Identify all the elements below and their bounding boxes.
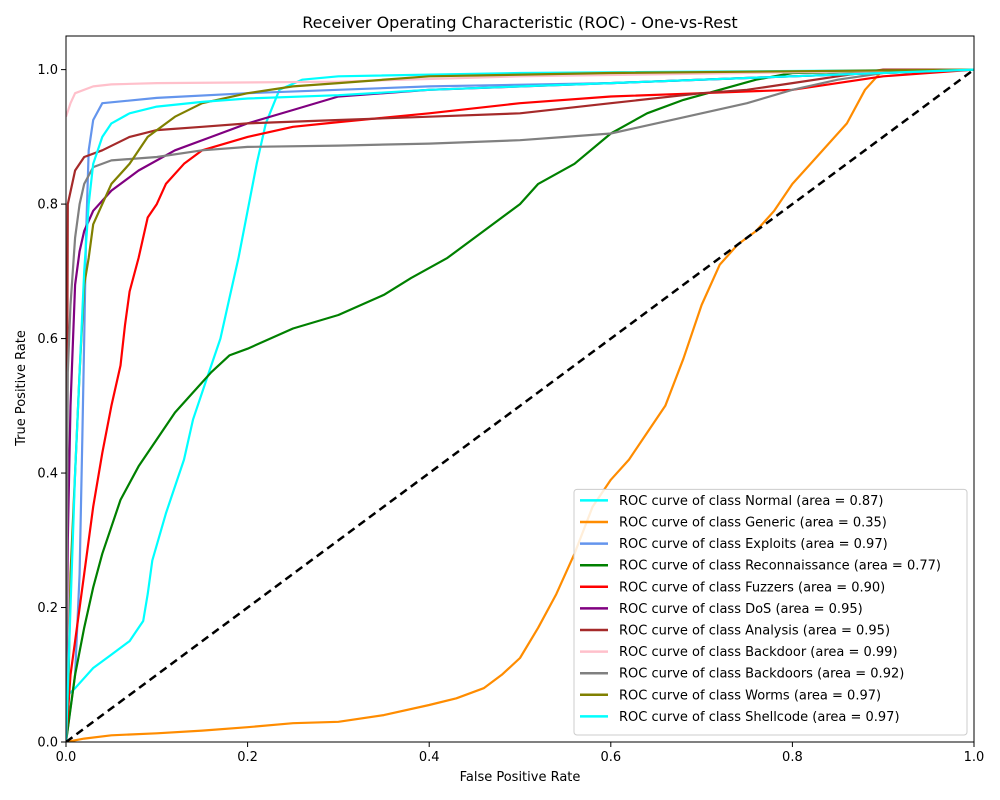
x-tick-label: 0.0 <box>56 750 77 765</box>
legend-entry: ROC curve of class Exploits (area = 0.97… <box>619 537 888 552</box>
x-tick-label: 0.8 <box>782 750 803 765</box>
series-line-7 <box>66 68 974 118</box>
legend-entry: ROC curve of class DoS (area = 0.95) <box>619 602 863 617</box>
x-tick-label: 0.4 <box>419 750 440 765</box>
legend: ROC curve of class Normal (area = 0.87) R… <box>573 488 968 736</box>
x-axis-ticks: 0.0 0.2 0.4 0.6 0.8 1.0 <box>56 742 985 765</box>
legend-entry: ROC curve of class Normal (area = 0.87) <box>619 494 884 509</box>
x-tick-label: 0.6 <box>600 750 621 765</box>
y-tick-label: 0.6 <box>37 332 58 347</box>
series-line-3 <box>66 68 974 742</box>
legend-entry: ROC curve of class Generic (area = 0.35) <box>619 516 887 531</box>
series-line-10 <box>66 68 974 742</box>
plot-area <box>65 35 975 743</box>
y-tick-label: 0.4 <box>37 467 58 482</box>
series-line-4 <box>66 68 974 742</box>
y-tick-label: 0.0 <box>37 736 58 751</box>
legend-entry: ROC curve of class Backdoors (area = 0.9… <box>619 667 904 682</box>
legend-entry: ROC curve of class Analysis (area = 0.95… <box>619 624 890 639</box>
axes-frame <box>65 35 975 743</box>
x-tick-label: 1.0 <box>964 750 985 765</box>
y-tick-label: 0.8 <box>37 198 58 213</box>
legend-entry: ROC curve of class Shellcode (area = 0.9… <box>619 710 900 725</box>
series-line-6 <box>66 68 974 742</box>
legend-entry: ROC curve of class Worms (area = 0.97) <box>619 688 881 703</box>
diagonal-reference-line <box>66 68 974 742</box>
y-tick-label: 0.2 <box>37 601 58 616</box>
y-axis-label: True Positive Rate <box>14 330 29 447</box>
y-tick-label: 1.0 <box>37 63 58 78</box>
legend-entry: ROC curve of class Backdoor (area = 0.99… <box>619 645 898 660</box>
x-axis-label: False Positive Rate <box>460 770 581 785</box>
legend-entry: ROC curve of class Reconnaissance (area … <box>619 559 941 574</box>
legend-entry: ROC curve of class Fuzzers (area = 0.90) <box>619 580 885 595</box>
x-tick-label: 0.2 <box>237 750 258 765</box>
y-axis-ticks: 0.0 0.2 0.4 0.6 0.8 1.0 <box>37 63 66 751</box>
chart-title: Receiver Operating Characteristic (ROC) … <box>302 13 737 32</box>
series-line-8 <box>66 68 974 742</box>
legend-box <box>573 488 968 736</box>
series-line-0 <box>66 68 974 742</box>
series-lines <box>66 68 974 742</box>
